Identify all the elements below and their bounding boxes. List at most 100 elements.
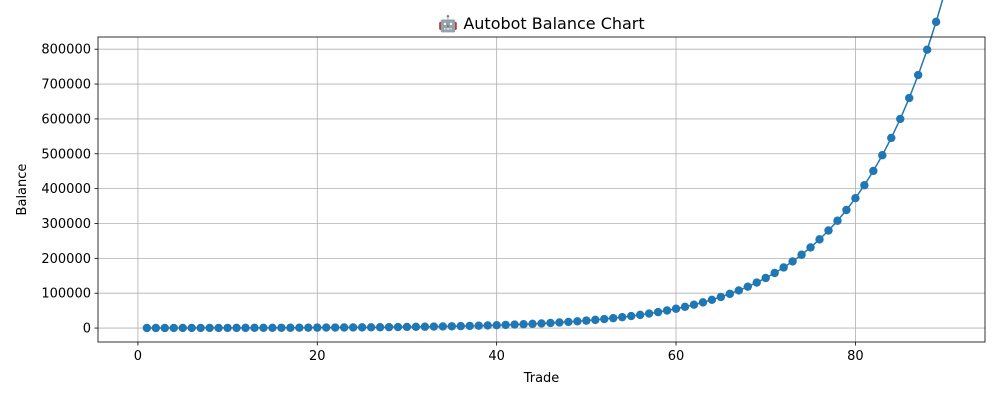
data-point — [339, 323, 349, 332]
data-point — [304, 323, 313, 332]
data-point — [653, 307, 663, 317]
x-tick-label: 40 — [488, 349, 505, 364]
data-point — [600, 314, 609, 324]
data-point — [922, 45, 932, 54]
data-point — [223, 323, 232, 333]
data-point — [555, 318, 564, 327]
data-point — [815, 235, 824, 244]
data-point — [214, 323, 223, 333]
data-point — [860, 181, 869, 190]
data-point — [582, 316, 591, 325]
data-point — [626, 311, 636, 321]
data-point — [779, 263, 788, 272]
data-point — [546, 318, 555, 328]
x-tick-label: 60 — [668, 349, 685, 364]
data-point — [492, 320, 501, 330]
data-point — [725, 289, 735, 299]
data-point — [178, 323, 187, 333]
data-point — [474, 321, 483, 330]
data-point — [357, 323, 367, 332]
data-point — [151, 323, 161, 333]
data-point — [635, 310, 645, 320]
data-point — [761, 273, 770, 283]
data-point — [322, 323, 331, 332]
data-point — [591, 315, 600, 325]
data-point — [384, 322, 394, 332]
data-point — [716, 292, 726, 302]
data-point — [752, 278, 761, 287]
data-point — [869, 166, 878, 176]
data-point — [662, 306, 672, 315]
data-point — [887, 133, 896, 143]
data-point — [259, 323, 268, 333]
data-point — [438, 322, 448, 331]
data-point — [366, 323, 376, 332]
grid-layer — [98, 37, 985, 342]
data-point — [196, 323, 205, 333]
data-point — [644, 309, 654, 318]
data-point — [564, 317, 573, 327]
y-tick-label: 700000 — [41, 78, 91, 93]
data-point — [519, 320, 528, 329]
data-point — [698, 298, 708, 307]
x-axis-label: Trade — [523, 371, 560, 386]
data-point — [905, 93, 914, 103]
data-point — [707, 295, 717, 304]
data-point — [528, 319, 537, 329]
y-tick-label: 600000 — [41, 112, 91, 127]
data-point — [788, 257, 797, 266]
data-point — [348, 323, 358, 332]
plot-area-frame — [97, 36, 986, 343]
data-point — [393, 322, 403, 332]
x-tick-label: 80 — [847, 349, 864, 364]
data-point — [295, 323, 304, 332]
y-axis-label: Balance — [15, 164, 30, 216]
data-point — [160, 323, 170, 333]
data-point — [913, 70, 923, 80]
data-point — [931, 17, 941, 27]
data-point — [411, 322, 421, 332]
y-tick-label: 800000 — [41, 43, 91, 58]
data-point — [420, 322, 430, 331]
data-point — [277, 323, 286, 332]
data-point — [402, 322, 412, 332]
data-point — [447, 322, 457, 331]
data-point — [169, 323, 178, 333]
data-point — [268, 323, 277, 332]
data-point — [806, 243, 815, 252]
data-point — [205, 323, 214, 333]
data-point — [187, 323, 196, 333]
data-point — [331, 323, 340, 332]
data-point — [671, 304, 681, 313]
data-point — [618, 312, 627, 322]
y-tick-label: 0 — [83, 322, 91, 337]
x-tick-label: 0 — [134, 349, 142, 364]
y-tick-label: 100000 — [41, 287, 91, 302]
data-point — [142, 323, 152, 333]
data-point — [313, 323, 322, 332]
data-point — [483, 321, 492, 330]
data-point — [465, 321, 474, 331]
data-point — [501, 320, 510, 330]
data-point — [456, 321, 465, 331]
tick-layer: 0 20 40 60 80 0 100000 200000 300000 400000 500000… — [41, 43, 863, 364]
data-point — [842, 205, 851, 215]
data-point — [689, 300, 699, 309]
data-point — [429, 322, 439, 331]
data-point — [824, 226, 833, 235]
series-layer — [142, 0, 944, 333]
data-point — [896, 114, 905, 124]
x-tick-label: 20 — [309, 349, 326, 364]
data-point — [833, 216, 842, 225]
data-point — [375, 323, 385, 332]
data-point — [743, 282, 752, 291]
data-point — [609, 313, 618, 323]
data-point — [232, 323, 241, 333]
data-point — [680, 302, 690, 312]
chart-title: 🤖 Autobot Balance Chart — [438, 14, 644, 33]
data-point — [734, 286, 744, 295]
y-tick-label: 300000 — [41, 217, 91, 232]
y-tick-label: 500000 — [41, 147, 91, 162]
